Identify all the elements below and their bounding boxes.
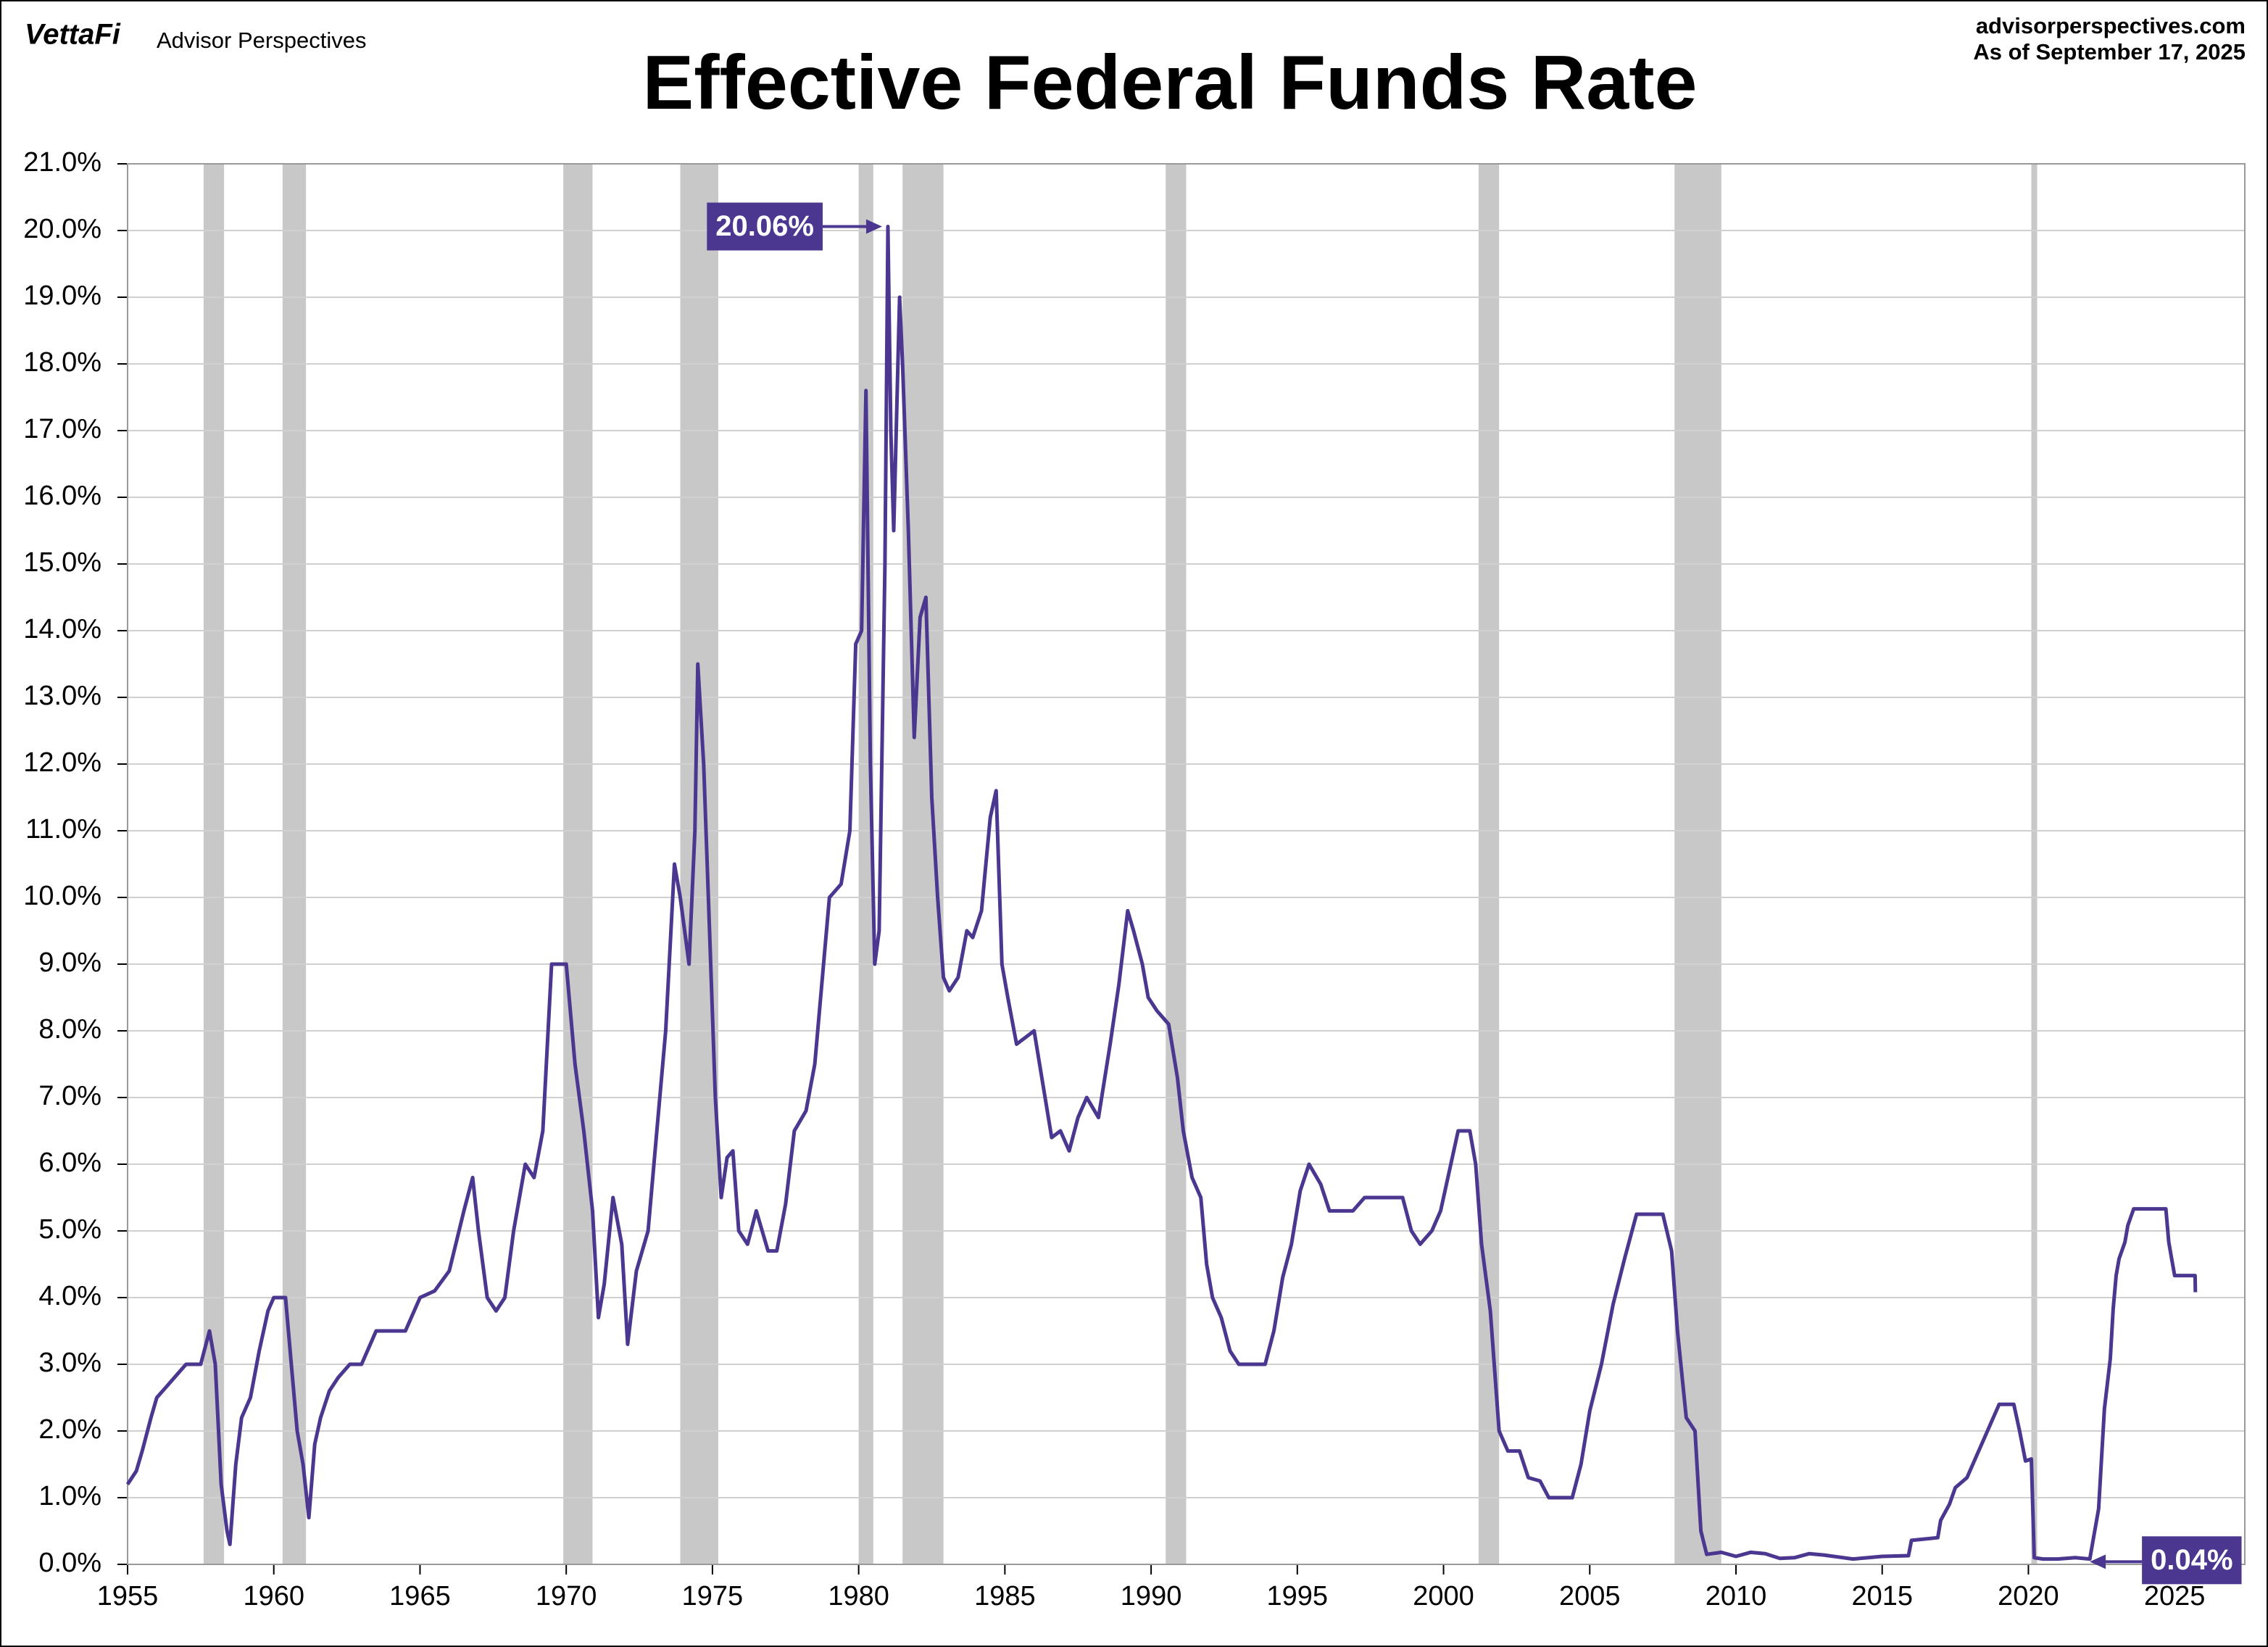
y-tick-label: 0.0% xyxy=(38,1548,101,1578)
annotation: 20.06% xyxy=(707,202,882,251)
y-tick-label: 16.0% xyxy=(23,481,101,511)
recession-band xyxy=(2031,164,2038,1564)
recession-band xyxy=(680,164,718,1564)
annotation-box xyxy=(707,202,823,251)
annotation-box xyxy=(2142,1536,2242,1585)
y-tick-label: 20.0% xyxy=(23,214,101,244)
x-tick-label: 2000 xyxy=(1413,1581,1474,1611)
brand: VettaFi xyxy=(25,19,121,51)
publisher: Advisor Perspectives xyxy=(157,28,366,53)
y-tick-label: 7.0% xyxy=(38,1081,101,1111)
x-tick-label: 1975 xyxy=(682,1581,744,1611)
y-tick-label: 2.0% xyxy=(38,1414,101,1445)
recession-band xyxy=(1166,164,1187,1564)
y-tick-label: 6.0% xyxy=(38,1148,101,1178)
x-tick-label: 2010 xyxy=(1706,1581,1767,1611)
y-tick-label: 9.0% xyxy=(38,947,101,978)
x-tick-label: 1960 xyxy=(243,1581,304,1611)
y-tick-label: 17.0% xyxy=(23,414,101,444)
x-tick-label: 1955 xyxy=(97,1581,159,1611)
annotation-arrowhead xyxy=(2090,1554,2106,1569)
y-tick-label: 21.0% xyxy=(23,147,101,178)
y-tick-label: 13.0% xyxy=(23,681,101,711)
y-tick-label: 8.0% xyxy=(38,1014,101,1045)
plot-border xyxy=(127,163,2246,1565)
annotation-label: 20.06% xyxy=(715,210,814,242)
rate-line xyxy=(125,225,2198,1561)
chart-title: Effective Federal Funds Rate xyxy=(643,40,1698,125)
y-tick-label: 11.0% xyxy=(25,814,101,845)
recession-band xyxy=(563,164,593,1564)
y-tick-label: 3.0% xyxy=(38,1348,101,1378)
website: advisorperspectives.com xyxy=(1976,13,2246,38)
x-tick-label: 2025 xyxy=(2144,1581,2206,1611)
x-tick-label: 2005 xyxy=(1559,1581,1621,1611)
y-tick-label: 4.0% xyxy=(38,1281,101,1311)
annotation-label: 0.04% xyxy=(2151,1544,2232,1576)
y-tick-label: 18.0% xyxy=(23,347,101,378)
x-tick-label: 1970 xyxy=(536,1581,597,1611)
x-tick-label: 1985 xyxy=(974,1581,1036,1611)
recession-band xyxy=(1674,164,1721,1564)
y-tick-label: 1.0% xyxy=(38,1481,101,1511)
x-tick-label: 1980 xyxy=(828,1581,889,1611)
x-tick-label: 1995 xyxy=(1267,1581,1329,1611)
y-tick-label: 19.0% xyxy=(23,281,101,311)
x-tick-label: 2015 xyxy=(1851,1581,1913,1611)
y-tick-label: 15.0% xyxy=(23,547,101,578)
x-tick-label: 1965 xyxy=(389,1581,451,1611)
annotation-arrowhead xyxy=(865,219,882,234)
y-tick-label: 5.0% xyxy=(38,1214,101,1245)
x-tick-label: 2020 xyxy=(1998,1581,2059,1611)
x-tick-label: 1990 xyxy=(1121,1581,1182,1611)
as-of-date: As of September 17, 2025 xyxy=(1973,39,2246,65)
annotation: 0.04% xyxy=(2090,1536,2242,1585)
recession-band xyxy=(203,164,225,1564)
y-tick-label: 12.0% xyxy=(23,747,101,778)
recession-band xyxy=(1478,164,1500,1564)
recession-band xyxy=(282,164,307,1564)
y-tick-label: 10.0% xyxy=(23,881,101,911)
y-tick-label: 14.0% xyxy=(23,614,101,644)
